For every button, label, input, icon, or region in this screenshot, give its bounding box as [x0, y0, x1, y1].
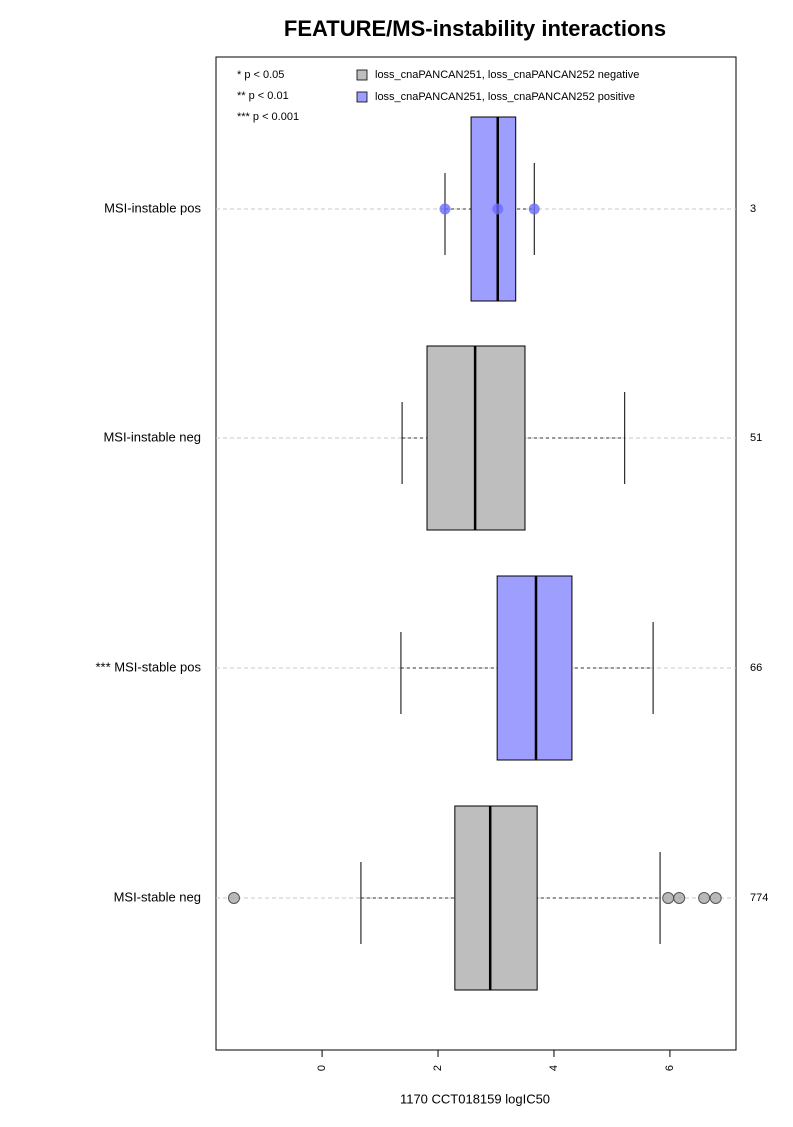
group-count: 51 — [750, 432, 762, 444]
data-point — [439, 203, 451, 215]
x-tick-label: 4 — [548, 1065, 560, 1071]
group-label: MSI-instable pos — [104, 200, 201, 215]
data-point — [492, 203, 504, 215]
group-label: MSI-instable neg — [103, 429, 201, 444]
note: *** p < 0.001 — [237, 111, 299, 123]
plot-frame — [215, 56, 737, 1051]
chart-title: FEATURE/MS-instability interactions — [284, 16, 666, 41]
group-label: *** MSI-stable pos — [96, 659, 202, 674]
legend-label: loss_cnaPANCAN251, loss_cnaPANCAN252 pos… — [375, 91, 635, 103]
legend-label: loss_cnaPANCAN251, loss_cnaPANCAN252 neg… — [375, 69, 639, 81]
group-count: 66 — [750, 662, 762, 674]
data-point — [709, 892, 722, 904]
box — [496, 575, 573, 761]
box — [470, 116, 517, 302]
data-point — [698, 892, 711, 904]
box — [454, 805, 538, 991]
group-count: 774 — [750, 892, 768, 904]
data-point — [662, 892, 675, 904]
x-tick-label: 6 — [664, 1065, 676, 1071]
note: * p < 0.05 — [237, 69, 284, 81]
group-label: MSI-stable neg — [114, 889, 201, 904]
note: ** p < 0.01 — [237, 90, 289, 102]
group-count: 3 — [750, 203, 756, 215]
x-tick-label: 2 — [432, 1065, 444, 1071]
x-axis-label: 1170 CCT018159 logIC50 — [400, 1091, 550, 1106]
x-tick-label: 0 — [316, 1065, 328, 1071]
data-point — [227, 892, 240, 904]
legend-swatch — [356, 91, 368, 103]
data-point — [528, 203, 540, 215]
data-point — [673, 892, 686, 904]
legend-swatch — [356, 69, 368, 81]
